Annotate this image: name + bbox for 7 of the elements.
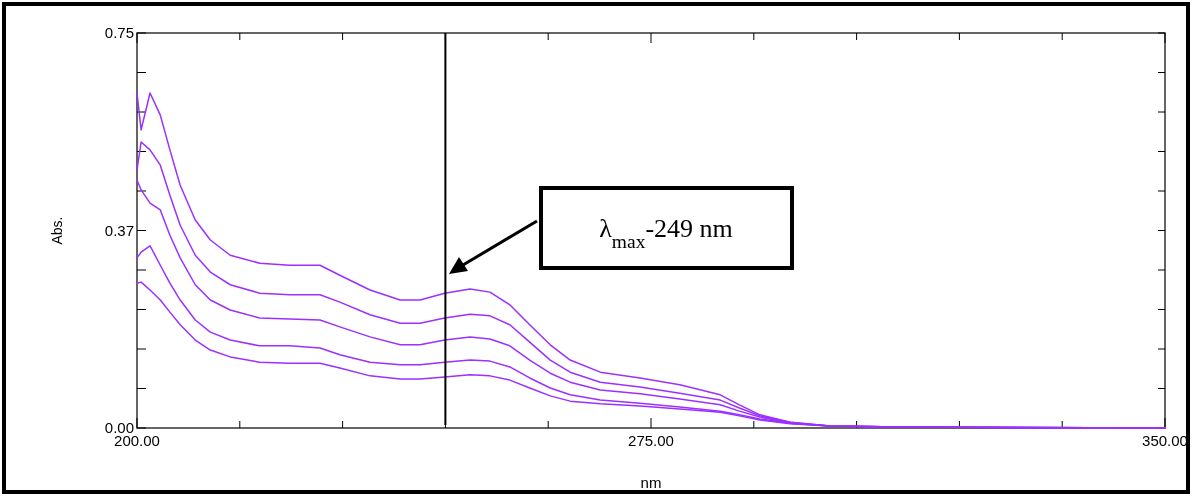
annotation: λ$_{max}$-249 nm [599,214,733,252]
x-axis-title: nm [640,474,662,491]
x-tick-label: 275.00 [628,432,674,449]
y-axis-title: Abs. [49,216,65,245]
y-tick-label: 0.75 [104,24,134,41]
y-tick-label: 0.37 [104,221,134,239]
x-tick-label: 350.00 [1142,432,1188,449]
